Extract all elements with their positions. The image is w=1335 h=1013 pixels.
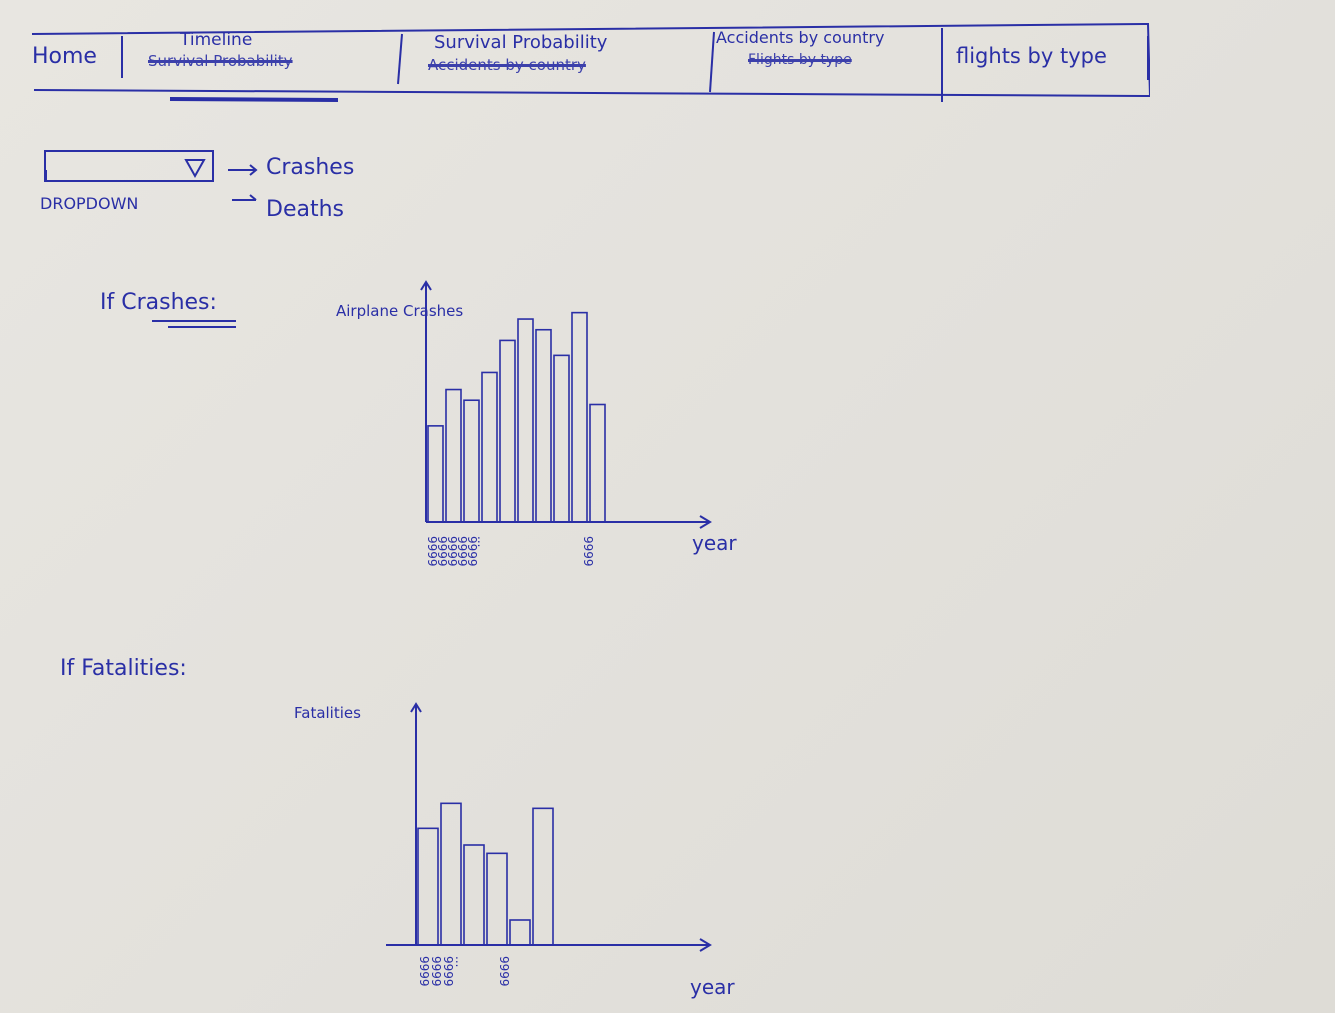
- bar: [535, 328, 552, 523]
- bar: [486, 852, 508, 946]
- nav-bar-frame: [31, 22, 1150, 102]
- bar: [463, 844, 485, 946]
- crashes-chart: Airplane Crashesyear99999999999999999999…: [336, 280, 737, 567]
- tick-label: 9999: [445, 536, 459, 567]
- tick-label: 9999: [581, 536, 595, 567]
- chevron-down-icon: [184, 159, 206, 179]
- bar: [589, 403, 606, 523]
- crashes-underline: [152, 320, 236, 328]
- bar: [417, 827, 439, 946]
- tick-label: 9999: [435, 536, 449, 567]
- bar: [571, 311, 588, 523]
- nav-accidents-struck: Flights by type: [748, 52, 852, 68]
- bar: [481, 371, 498, 523]
- tick-label: ...: [453, 956, 467, 967]
- bar: [532, 807, 554, 946]
- nav-accidents[interactable]: Accidents by country: [716, 28, 885, 47]
- y-axis-arrow-icon: [410, 702, 422, 713]
- dropdown-option-deaths[interactable]: Deaths: [266, 197, 344, 222]
- x-axis-label: year: [690, 975, 735, 999]
- y-axis-label: Airplane Crashes: [336, 302, 463, 320]
- tick-label: ...: [475, 536, 489, 547]
- nav-bar: Home Timeline Survival Probability Survi…: [30, 22, 1150, 102]
- nav-timeline-struck: Survival Probability: [148, 52, 293, 70]
- y-axis-label: Fatalities: [294, 704, 361, 722]
- nav-home[interactable]: Home: [32, 44, 97, 69]
- nav-flights[interactable]: flights by type: [956, 44, 1107, 68]
- dropdown-select[interactable]: [44, 150, 214, 182]
- nav-timeline[interactable]: Timeline: [180, 30, 253, 50]
- bar: [517, 318, 534, 523]
- bar: [463, 399, 480, 523]
- arrow-right-icon-2: [232, 194, 257, 201]
- bar: [440, 802, 462, 946]
- nav-survival[interactable]: Survival Probability: [434, 32, 608, 53]
- bar: [445, 388, 462, 523]
- tick-label: 9999: [429, 956, 443, 987]
- bar: [553, 354, 570, 523]
- nav-survival-struck: Accidents by country: [428, 56, 586, 74]
- tick-label: 9999: [455, 536, 469, 567]
- tick-label: 9999: [425, 536, 439, 567]
- bar: [509, 919, 531, 946]
- x-axis-arrow-icon: [699, 515, 712, 529]
- tick-label: 9999: [497, 956, 511, 987]
- x-axis-arrow-icon: [699, 938, 712, 952]
- fatalities-heading: If Fatalities:: [60, 656, 187, 681]
- dropdown-option-crashes[interactable]: Crashes: [266, 155, 355, 180]
- dropdown-marks: [45, 159, 258, 201]
- bar: [499, 339, 516, 523]
- arrow-right-icon: [228, 164, 258, 176]
- tick-label: 9999: [441, 956, 455, 987]
- dropdown-label: DROPDOWN: [40, 194, 139, 213]
- bar: [427, 425, 444, 523]
- tick-label: 9999: [465, 536, 479, 567]
- tick-label: 9999: [417, 956, 431, 987]
- crashes-heading: If Crashes:: [100, 290, 217, 315]
- x-axis-label: year: [692, 531, 737, 555]
- y-axis-arrow-icon: [420, 280, 432, 291]
